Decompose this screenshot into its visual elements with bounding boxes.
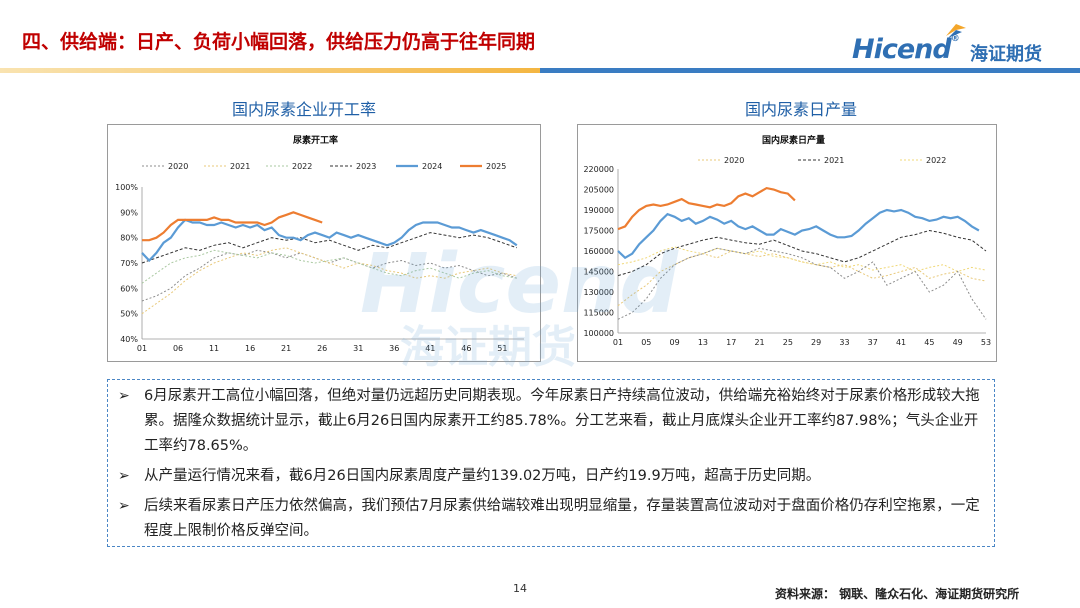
bullet-arrow-icon: ➢ — [118, 388, 130, 404]
x-tick-label: 29 — [811, 338, 821, 347]
bullet-item: ➢ 后续来看尿素日产压力依然偏高，我们预估7月尿素供给端较难出现明显缩量，存量装… — [118, 494, 990, 544]
x-tick-label: 13 — [698, 338, 708, 347]
utilization-chart-svg: 尿素开工率 40% 50% 60% 70% 80% 90% 100% 01 06 11 16 21 26 3… — [115, 134, 524, 353]
analysis-textbox: ➢ 6月尿素开工高位小幅回落，但绝对量仍远超历史同期表现。今年尿素日产持续高位波… — [107, 379, 995, 547]
x-tick-label: 21 — [281, 344, 291, 353]
x-tick-label: 01 — [137, 344, 147, 353]
y-tick-label: 60% — [120, 284, 138, 293]
series-line-2022 — [141, 249, 517, 284]
bullet-text: 6月尿素开工高位小幅回落，但绝对量仍远超历史同期表现。今年尿素日产持续高位波动，… — [144, 388, 980, 454]
bullet-text: 从产量运行情况来看，截6月26日国内尿素周度产量约139.02万吨，日产约19.… — [144, 468, 821, 484]
legend-label: 2021 — [824, 156, 844, 165]
x-tick-label: 06 — [173, 344, 183, 353]
legend-label: 2020 — [168, 162, 188, 171]
x-tick-label: 41 — [425, 344, 435, 353]
series-line-2024 — [141, 218, 518, 263]
left-chart-heading: 国内尿素企业开工率 — [232, 100, 377, 119]
series-line-2023 — [617, 247, 987, 320]
bullet-text: 后续来看尿素日产压力依然偏高，我们预估7月尿素供给端较难出现明显缩量，存量装置高… — [144, 498, 980, 539]
y-tick-label: 100000 — [583, 329, 614, 338]
daily-output-chart-svg: 国内尿素日产量100000115000130000145000160000175… — [583, 134, 991, 347]
series-line-2022 — [617, 246, 987, 273]
logo-chinese: 海证期货 — [970, 44, 1042, 65]
series-line-2021 — [617, 229, 987, 277]
y-tick-label: 160000 — [583, 247, 614, 256]
y-tick-label: 205000 — [583, 186, 614, 195]
x-tick-label: 11 — [209, 344, 219, 353]
y-tick-label: 130000 — [583, 288, 614, 297]
x-tick-label: 33 — [839, 338, 849, 347]
x-tick-label: 37 — [868, 338, 878, 347]
y-tick-label: 115000 — [583, 309, 614, 318]
legend-label: 2022 — [926, 156, 946, 165]
y-tick-label: 145000 — [583, 268, 614, 277]
logo-bird-icon — [946, 24, 966, 38]
x-tick-label: 21 — [754, 338, 764, 347]
x-tick-label: 36 — [389, 344, 399, 353]
bullet-item: ➢ 6月尿素开工高位小幅回落，但绝对量仍远超历史同期表现。今年尿素日产持续高位波… — [118, 384, 990, 459]
y-tick-label: 90% — [120, 208, 138, 217]
x-tick-label: 17 — [726, 338, 736, 347]
logo-wordmark: Hicend® — [852, 34, 960, 65]
series-line-2024 — [617, 208, 980, 260]
y-tick-label: 220000 — [583, 165, 614, 174]
series-line-2020 — [141, 249, 517, 302]
y-tick-label: 100% — [115, 183, 138, 192]
right-chart-heading: 国内尿素日产量 — [745, 100, 858, 119]
company-logo: Hicend® 海证期货 — [852, 24, 1062, 68]
x-tick-label: 31 — [353, 344, 363, 353]
y-tick-label: 40% — [120, 335, 138, 344]
x-tick-label: 09 — [670, 338, 680, 347]
y-tick-label: 190000 — [583, 206, 614, 215]
legend-label: 2020 — [724, 156, 744, 165]
legend-label: 2021 — [230, 162, 250, 171]
bullet-arrow-icon: ➢ — [118, 468, 130, 484]
bullet-item: ➢ 从产量运行情况来看，截6月26日国内尿素周度产量约139.02万吨，日产约1… — [118, 464, 990, 489]
series-line-2023 — [141, 232, 517, 264]
y-tick-label: 70% — [120, 259, 138, 268]
page-title: 四、供给端：日产、负荷小幅回落，供给压力仍高于往年同期 — [22, 31, 536, 53]
bullet-arrow-icon: ➢ — [118, 498, 130, 514]
legend-label: 2024 — [422, 162, 442, 171]
x-tick-label: 16 — [245, 344, 255, 353]
y-tick-label: 175000 — [583, 227, 614, 236]
legend-label: 2022 — [292, 162, 312, 171]
data-source: 资料来源： 钢联、隆众石化、海证期货研究所 — [775, 587, 1020, 601]
header-divider — [0, 68, 1080, 73]
y-tick-label: 80% — [120, 234, 138, 243]
series-line-2025 — [142, 211, 323, 242]
page-number: 14 — [513, 582, 527, 595]
legend-label: 2023 — [356, 162, 376, 171]
x-tick-label: 41 — [896, 338, 906, 347]
x-tick-label: 45 — [924, 338, 934, 347]
x-tick-label: 05 — [641, 338, 651, 347]
x-tick-label: 53 — [981, 338, 991, 347]
daily-output-chart: 国内尿素日产量 100000 115000 130000 145000 160000 175… — [577, 124, 997, 362]
chart-title: 尿素开工率 — [293, 134, 338, 146]
series-line-2021 — [141, 247, 517, 315]
x-tick-label: 46 — [461, 344, 471, 353]
x-tick-label: 26 — [317, 344, 327, 353]
legend-label: 2025 — [486, 162, 506, 171]
x-tick-label: 01 — [613, 338, 623, 347]
series-line-2025 — [617, 186, 796, 231]
series-line-2020 — [617, 250, 987, 307]
x-tick-label: 51 — [497, 344, 507, 353]
chart-title: 国内尿素日产量 — [762, 134, 825, 146]
y-tick-label: 50% — [120, 310, 138, 319]
x-tick-label: 49 — [953, 338, 963, 347]
utilization-chart: 尿素开工率 40% 50% 60% 70% 80% 90% 100% 01 06 11 16 21 26 3… — [107, 124, 541, 362]
x-tick-label: 25 — [783, 338, 793, 347]
